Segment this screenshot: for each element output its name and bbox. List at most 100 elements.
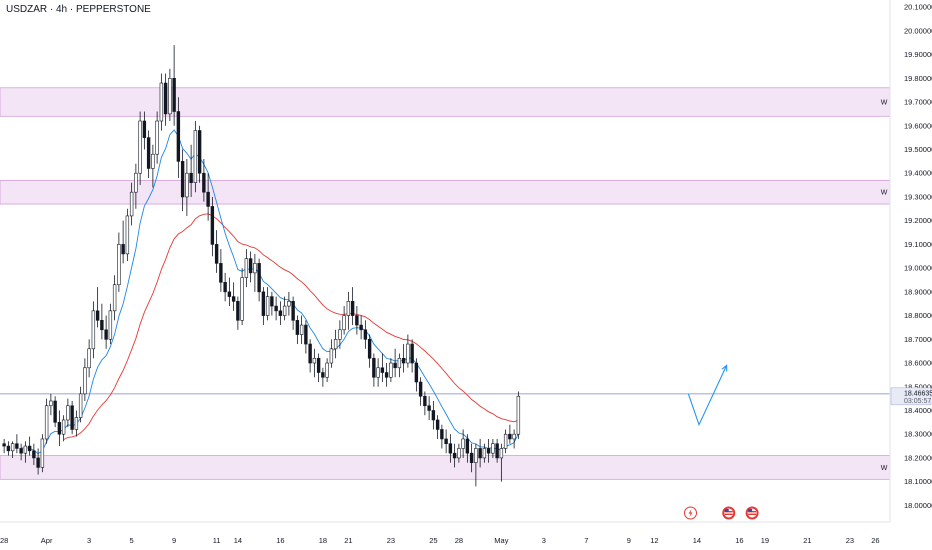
candle[interactable] [465, 434, 470, 463]
candle[interactable] [223, 272, 227, 302]
candle[interactable] [389, 358, 393, 383]
candle[interactable] [193, 121, 198, 193]
candle[interactable] [159, 73, 164, 131]
candle[interactable] [499, 443, 504, 482]
candle[interactable] [91, 301, 96, 359]
candle[interactable] [261, 287, 266, 326]
candle[interactable] [163, 73, 168, 126]
candle[interactable] [210, 196, 215, 257]
candle[interactable] [478, 438, 482, 468]
candle[interactable] [431, 400, 436, 430]
candle[interactable] [372, 353, 376, 387]
candle[interactable] [338, 320, 342, 349]
candle[interactable] [474, 443, 478, 487]
candle[interactable] [142, 111, 147, 150]
candle[interactable] [401, 344, 406, 373]
candle[interactable] [87, 339, 91, 378]
candle[interactable] [138, 111, 142, 186]
candle[interactable] [83, 358, 87, 401]
candle[interactable] [219, 249, 223, 292]
candle[interactable] [325, 358, 329, 383]
candle[interactable] [95, 287, 100, 328]
candle[interactable] [270, 291, 274, 316]
candle[interactable] [393, 348, 397, 378]
candle[interactable] [172, 45, 176, 126]
candle[interactable] [189, 144, 193, 197]
candle[interactable] [49, 393, 53, 416]
candle[interactable] [444, 429, 448, 454]
candle[interactable] [253, 253, 257, 292]
candle[interactable] [397, 353, 402, 378]
candle[interactable] [282, 296, 287, 321]
candle[interactable] [427, 396, 431, 420]
candle[interactable] [312, 348, 317, 378]
candle[interactable] [418, 377, 423, 406]
candle[interactable] [452, 443, 457, 468]
candle[interactable] [155, 111, 159, 164]
candle[interactable] [342, 306, 346, 335]
candle[interactable] [440, 424, 444, 449]
candle[interactable] [146, 130, 151, 178]
candle[interactable] [100, 303, 104, 340]
candle[interactable] [291, 296, 295, 330]
candle[interactable] [503, 429, 508, 454]
candle[interactable] [274, 296, 278, 321]
candle[interactable] [61, 415, 66, 442]
candle[interactable] [44, 398, 49, 444]
candle[interactable] [206, 173, 210, 221]
candle[interactable] [23, 441, 28, 463]
candle[interactable] [367, 334, 372, 368]
candle[interactable] [108, 303, 113, 345]
candle[interactable] [278, 301, 283, 326]
candle[interactable] [185, 158, 189, 216]
candle[interactable] [333, 329, 338, 359]
candle[interactable] [70, 400, 74, 435]
candle[interactable] [355, 306, 359, 335]
candle[interactable] [168, 68, 172, 122]
candle[interactable] [151, 144, 155, 188]
candle[interactable] [316, 353, 321, 383]
candle[interactable] [457, 443, 461, 463]
us-flag-event-icon[interactable] [745, 506, 759, 520]
candle[interactable] [384, 363, 389, 387]
candle[interactable] [40, 434, 45, 473]
candle[interactable] [414, 358, 419, 392]
candle[interactable] [295, 315, 300, 345]
candle[interactable] [125, 208, 130, 261]
candle[interactable] [74, 410, 79, 437]
candle[interactable] [176, 97, 181, 178]
candle[interactable] [53, 396, 57, 428]
candle[interactable] [257, 258, 261, 302]
candle[interactable] [214, 230, 219, 273]
candle[interactable] [461, 429, 465, 458]
candle[interactable] [117, 232, 121, 292]
candle[interactable] [299, 315, 304, 345]
candle[interactable] [308, 339, 312, 373]
candle[interactable] [129, 182, 134, 226]
candle[interactable] [350, 287, 355, 326]
lightning-event-icon[interactable] [684, 506, 697, 520]
candle[interactable] [482, 443, 487, 463]
us-flag-event-icon[interactable] [722, 506, 736, 520]
candle[interactable] [508, 424, 512, 444]
candle[interactable] [27, 436, 32, 456]
candle[interactable] [406, 334, 410, 368]
candle[interactable] [10, 441, 15, 458]
candle[interactable] [265, 287, 270, 321]
candle[interactable] [236, 296, 240, 330]
candle[interactable] [121, 220, 125, 264]
candle[interactable] [19, 443, 23, 461]
candle[interactable] [435, 415, 440, 439]
candle[interactable] [410, 339, 414, 373]
candle[interactable] [32, 443, 36, 466]
candle[interactable] [363, 320, 368, 349]
candle[interactable] [104, 315, 108, 349]
candle[interactable] [202, 158, 206, 202]
candle[interactable] [15, 434, 19, 454]
candle[interactable] [78, 386, 83, 423]
candle[interactable] [180, 149, 185, 212]
candle[interactable] [329, 339, 334, 368]
candle[interactable] [227, 277, 232, 307]
candle[interactable] [134, 163, 138, 209]
